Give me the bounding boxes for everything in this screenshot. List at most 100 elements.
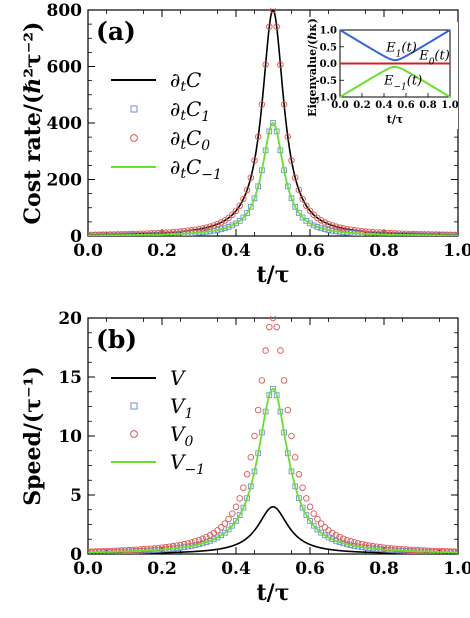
data-point [229,211,236,219]
legend-swatch [130,134,138,142]
data-point [147,230,155,236]
legend-label: E−1(t) [383,73,422,92]
panel-label: (a) [96,17,136,46]
data-point [240,195,247,203]
data-point [192,538,199,545]
data-point [269,316,277,322]
data-point [328,222,336,229]
data-point [251,432,258,440]
series-3 [88,122,458,236]
legend-label: ∂tC1 [170,97,210,125]
data-point [332,531,340,539]
x-tick-label: 0.2 [147,559,177,579]
data-point [380,229,388,236]
data-point [295,471,303,478]
plot-area [88,316,458,554]
x-tick-label: 0.0 [73,241,103,261]
data-point [217,219,225,226]
legend-item: V−1 [111,450,205,478]
series-3 [88,387,458,554]
data-point [325,220,332,228]
data-point [310,522,317,529]
data-point [121,547,129,554]
data-point [140,230,147,236]
data-point [277,347,284,354]
data-point [166,229,173,236]
legend-label: V1 [170,394,193,422]
legend-swatch [130,430,138,438]
series-1 [88,120,458,236]
data-point [136,230,144,236]
data-point [210,536,217,543]
legend-label: ∂tC0 [170,126,210,154]
data-point [236,218,243,224]
data-point [329,536,336,543]
inset-y-tick-label: -0.5 [315,76,337,87]
data-point [221,520,229,527]
data-point [296,210,302,216]
data-point [395,545,403,553]
data-point [406,230,414,236]
y-tick-label: 800 [47,1,83,21]
data-point [243,186,251,194]
legend-label: E1(t) [385,40,417,59]
data-point [307,518,313,524]
x-tick-label: 0.6 [295,559,325,579]
data-point [340,535,347,542]
data-point [328,529,336,537]
data-point [247,203,254,210]
data-point [388,230,395,236]
y-tick-label: 400 [47,114,83,134]
legend-item: ∂tC1 [130,97,210,125]
x-axis-label: t/τ [257,580,290,606]
y-tick-label: 0 [70,545,82,565]
series-2 [88,316,458,554]
data-point [247,454,255,461]
data-point [343,536,351,544]
legend-label: V [170,366,187,390]
data-point [254,406,262,414]
data-point [299,504,306,511]
legend-label: V0 [170,422,193,450]
series-line [88,122,458,236]
y-tick-label: 20 [58,309,82,329]
data-point [377,229,384,236]
data-point [399,230,406,236]
data-point [240,504,247,511]
data-point [425,547,432,554]
data-point [214,220,221,228]
data-point [284,406,292,414]
y-tick-label: 10 [58,427,82,447]
series-2 [88,8,458,236]
data-point [388,545,395,552]
data-point [284,133,292,140]
data-point [147,545,155,552]
data-point [229,510,236,517]
data-point [266,323,273,331]
data-point [162,229,169,236]
x-axis-label: t/τ [257,262,290,288]
y-axis-label: Cost rate/(ℏ²τ⁻²) [20,22,46,225]
inset-x-tick-label: 0.0 [331,100,348,111]
data-point [391,230,399,236]
legend-swatch [130,105,138,113]
data-point [136,546,144,553]
data-point [229,522,236,529]
panel-a: 0.0 0.2 0.4 0.6 0.8 1.0 0 200 400 600 800 t/τ Cost r… [20,1,470,288]
data-point [254,133,262,140]
inset-series-e1 [339,29,451,62]
inset-x-tick-label: 0.4 [375,100,392,111]
data-point [132,230,140,236]
data-point [273,323,280,331]
inset-y-tick-label: 0.5 [320,42,337,53]
data-point [273,23,280,30]
data-point [244,210,250,216]
x-tick-label: 1.0 [443,559,470,579]
data-point [306,207,314,215]
y-axis-label: Speed/(τ⁻¹) [20,366,46,506]
inset-x-label: t/τ [387,113,404,126]
y-tick-label: 200 [47,171,83,191]
data-point [243,471,251,478]
legend-label: E0(t) [418,48,450,67]
series-1 [88,385,458,554]
